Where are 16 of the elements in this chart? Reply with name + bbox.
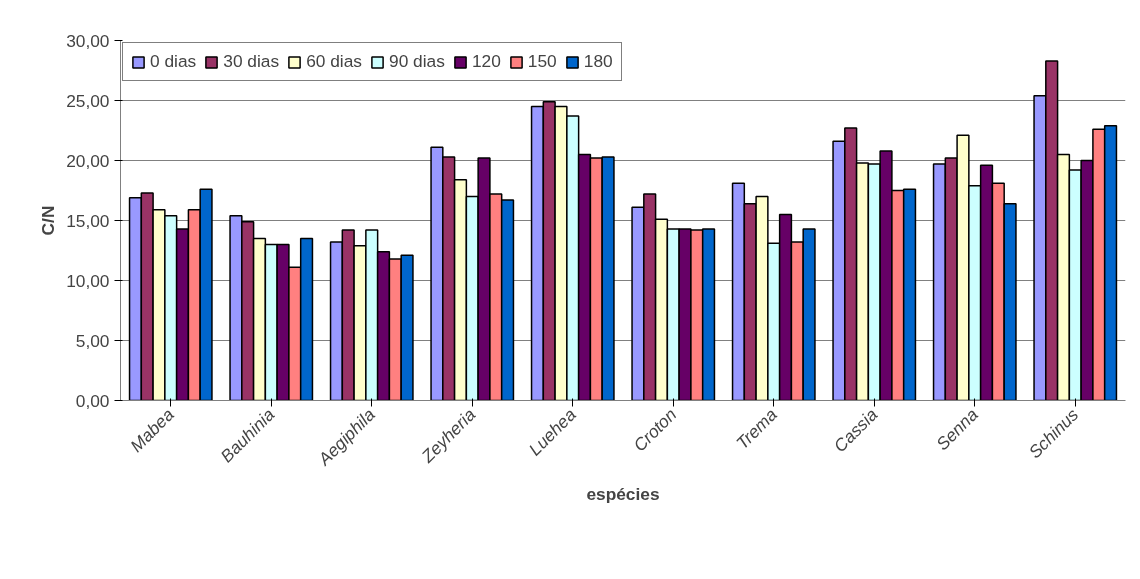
legend-label: 60 dias bbox=[306, 51, 363, 72]
legend-label: 120 bbox=[471, 51, 501, 72]
y-tick-label: 10,00 bbox=[66, 270, 110, 291]
legend-label: 180 bbox=[583, 51, 613, 72]
x-axis-title: espécies bbox=[586, 484, 660, 505]
y-tick-label: 25,00 bbox=[66, 90, 110, 111]
legend-label: 150 bbox=[527, 51, 557, 72]
legend-label: 30 dias bbox=[223, 51, 280, 72]
y-tick-label: 0,00 bbox=[75, 390, 110, 411]
y-tick-label: 15,00 bbox=[66, 210, 110, 231]
y-tick-label: 5,00 bbox=[75, 330, 110, 351]
y-tick-label: 30,00 bbox=[66, 30, 110, 51]
legend-label: 90 dias bbox=[389, 51, 445, 72]
y-axis-title: C/N bbox=[38, 205, 59, 236]
legend-label: 0 dias bbox=[150, 51, 197, 72]
y-tick-label: 20,00 bbox=[66, 150, 110, 171]
